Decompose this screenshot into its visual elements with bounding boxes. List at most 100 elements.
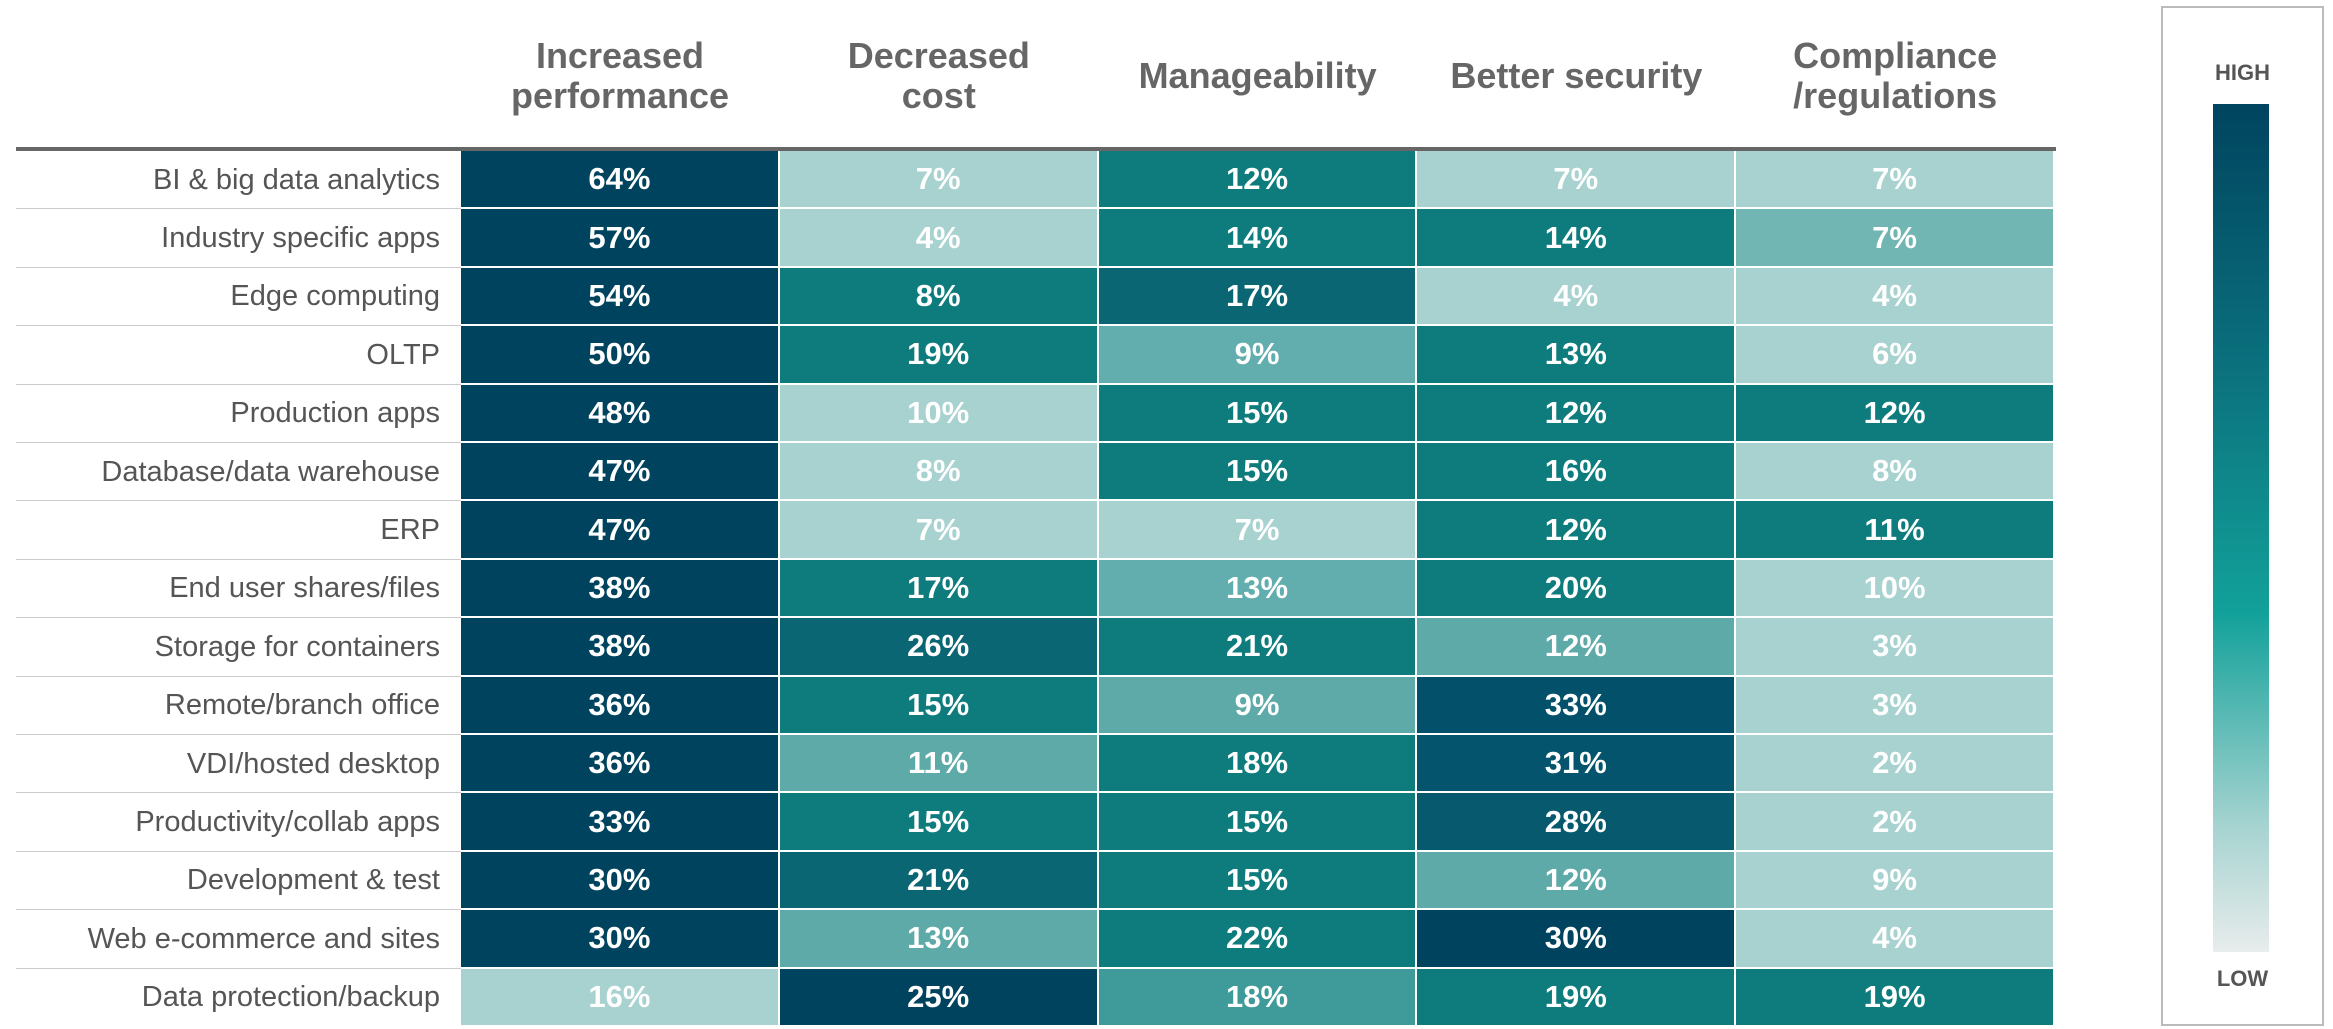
- cell-label: 12%: [1863, 394, 1926, 430]
- heat-cell: 11%: [779, 735, 1099, 794]
- heat-cell: 14%: [1098, 209, 1418, 268]
- cell-label: 38%: [588, 569, 651, 605]
- heat-cell: 11%: [1736, 501, 2055, 560]
- cell-label: 11%: [1864, 511, 1925, 547]
- heat-cell: 30%: [461, 851, 780, 911]
- heat-cell: 19%: [779, 326, 1099, 385]
- cell-label: 12%: [1544, 861, 1607, 897]
- legend-box: [2161, 6, 2324, 1026]
- cell-label: 18%: [1225, 745, 1289, 781]
- row-label: Data protection/backup: [141, 981, 440, 1014]
- heat-cell: 54%: [461, 267, 780, 327]
- heat-cell: 10%: [1736, 559, 2055, 619]
- row-label: Productivity/collab apps: [135, 806, 440, 839]
- heat-cell: 12%: [1736, 384, 2055, 443]
- row-separator: [16, 266, 461, 268]
- row-label: VDI/hosted desktop: [186, 747, 440, 780]
- cell-label: 7%: [1234, 511, 1280, 547]
- row-label: ERP: [380, 514, 440, 547]
- heat-cell: 7%: [1736, 151, 2055, 210]
- cell-label: 20%: [1544, 569, 1607, 605]
- cell-label: 30%: [1544, 920, 1607, 956]
- heat-cell: 15%: [779, 676, 1099, 735]
- cell-label: 21%: [907, 861, 970, 897]
- heat-cell: 64%: [461, 151, 780, 210]
- row-separator: [16, 675, 461, 677]
- heat-cell: 12%: [1417, 384, 1737, 443]
- heat-cell: 10%: [779, 384, 1099, 443]
- cell-label: 10%: [1863, 569, 1926, 605]
- cell-label: 30%: [588, 920, 651, 956]
- row-label: Storage for containers: [154, 630, 440, 663]
- cell-label: 33%: [588, 803, 651, 839]
- heat-cell: 38%: [461, 618, 780, 677]
- cell-label: 13%: [907, 920, 970, 956]
- cell-label: 19%: [907, 336, 970, 372]
- cell-label: 4%: [1553, 277, 1599, 313]
- cell-label: 25%: [907, 978, 970, 1014]
- heat-cell: 15%: [1098, 793, 1418, 852]
- heat-cell: 13%: [779, 910, 1099, 969]
- heat-cell: 12%: [1417, 501, 1737, 560]
- cell-label: 47%: [588, 511, 651, 547]
- cell-label: 7%: [915, 161, 961, 197]
- heat-cell: 12%: [1417, 618, 1737, 677]
- heat-cell: 15%: [779, 793, 1099, 852]
- heat-cell: 4%: [1736, 267, 2055, 327]
- heat-cell: 19%: [1736, 968, 2055, 1027]
- cell-label: 16%: [588, 978, 651, 1014]
- cell-label: 13%: [1544, 336, 1607, 372]
- cell-label: 57%: [588, 219, 651, 255]
- row-separator: [16, 325, 461, 327]
- heat-cell: 4%: [1736, 910, 2055, 969]
- cell-label: 48%: [588, 394, 651, 430]
- cell-label: 8%: [915, 453, 961, 489]
- cell-label: 7%: [915, 511, 961, 547]
- cell-label: 28%: [1544, 803, 1607, 839]
- heat-cell: 21%: [1098, 618, 1418, 677]
- cell-label: 26%: [907, 628, 970, 664]
- cell-label: 6%: [1872, 336, 1917, 372]
- cell-label: 11%: [908, 745, 969, 781]
- cell-label: 8%: [915, 277, 961, 313]
- row-label: BI & big data analytics: [153, 163, 440, 196]
- heat-cell: 2%: [1736, 793, 2055, 852]
- cell-label: 30%: [588, 861, 651, 897]
- cell-label: 13%: [1225, 569, 1289, 605]
- cell-label: 12%: [1544, 394, 1607, 430]
- legend-gradient: [2213, 104, 2269, 952]
- heat-cell: 15%: [1098, 443, 1418, 502]
- heat-cell: 7%: [1417, 151, 1737, 210]
- cell-label: 21%: [1225, 628, 1289, 664]
- cell-label: 19%: [1544, 978, 1607, 1014]
- heat-cell: 33%: [461, 793, 780, 852]
- row-label: Edge computing: [230, 280, 440, 313]
- row-separator: [16, 558, 461, 560]
- cell-label: 7%: [1872, 161, 1917, 197]
- heat-cell: 48%: [461, 384, 780, 443]
- cell-label: 15%: [907, 686, 970, 722]
- column-header: Increased performance: [510, 35, 730, 116]
- column-header: Decreased cost: [847, 35, 1030, 116]
- cell-label: 10%: [907, 394, 970, 430]
- row-separator: [16, 617, 461, 619]
- cell-label: 3%: [1872, 686, 1917, 722]
- heat-cell: 3%: [1736, 676, 2055, 735]
- cell-label: 50%: [588, 336, 651, 372]
- heat-cell: 7%: [1098, 501, 1418, 560]
- row-separator: [16, 734, 461, 735]
- heat-cell: 4%: [1417, 267, 1737, 327]
- row-label: Remote/branch office: [164, 689, 440, 722]
- row-separator: [16, 850, 461, 852]
- cell-label: 2%: [1872, 745, 1917, 781]
- cell-label: 15%: [1225, 861, 1289, 897]
- heat-cell: 14%: [1417, 209, 1737, 268]
- heat-cell: 30%: [461, 910, 780, 969]
- heat-cell: 7%: [779, 501, 1099, 560]
- heat-cell: 38%: [461, 559, 780, 619]
- heat-cell: 30%: [1417, 910, 1737, 969]
- heat-cell: 15%: [1098, 851, 1418, 911]
- heat-cell: 3%: [1736, 618, 2055, 677]
- heat-cell: 22%: [1098, 910, 1418, 969]
- column-header: Compliance /regulations: [1793, 35, 1998, 116]
